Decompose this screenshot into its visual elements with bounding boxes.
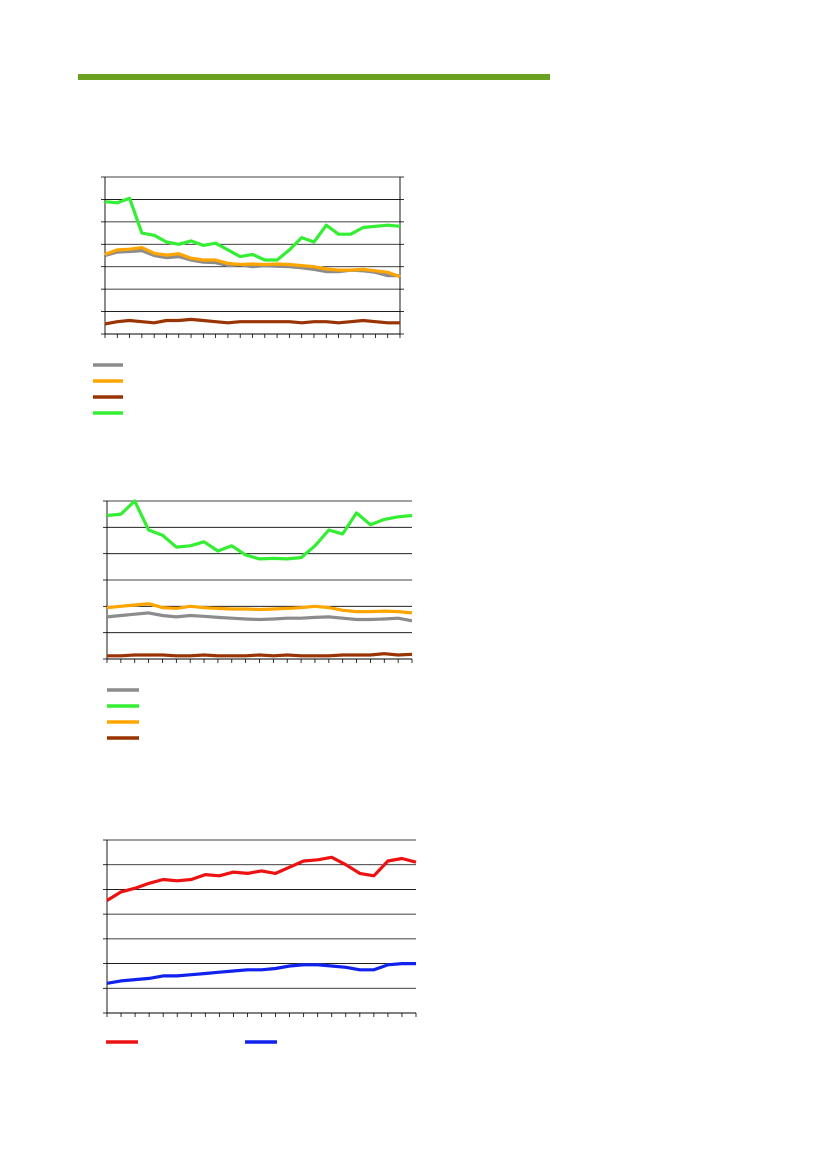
series-line-1: [106, 855, 417, 902]
chart-2: [103, 499, 413, 740]
series-line-2: [106, 499, 413, 561]
series-line-3: [104, 317, 400, 326]
series-line-2: [104, 246, 401, 279]
series-line-3: [106, 602, 413, 615]
chart-3: [103, 839, 417, 1044]
series-line-1: [106, 611, 413, 623]
series-line-4: [104, 196, 401, 262]
series-line-4: [107, 652, 413, 658]
header-accent-bar: [78, 74, 550, 80]
chart-1: [93, 176, 404, 415]
series-line-2: [106, 961, 416, 985]
